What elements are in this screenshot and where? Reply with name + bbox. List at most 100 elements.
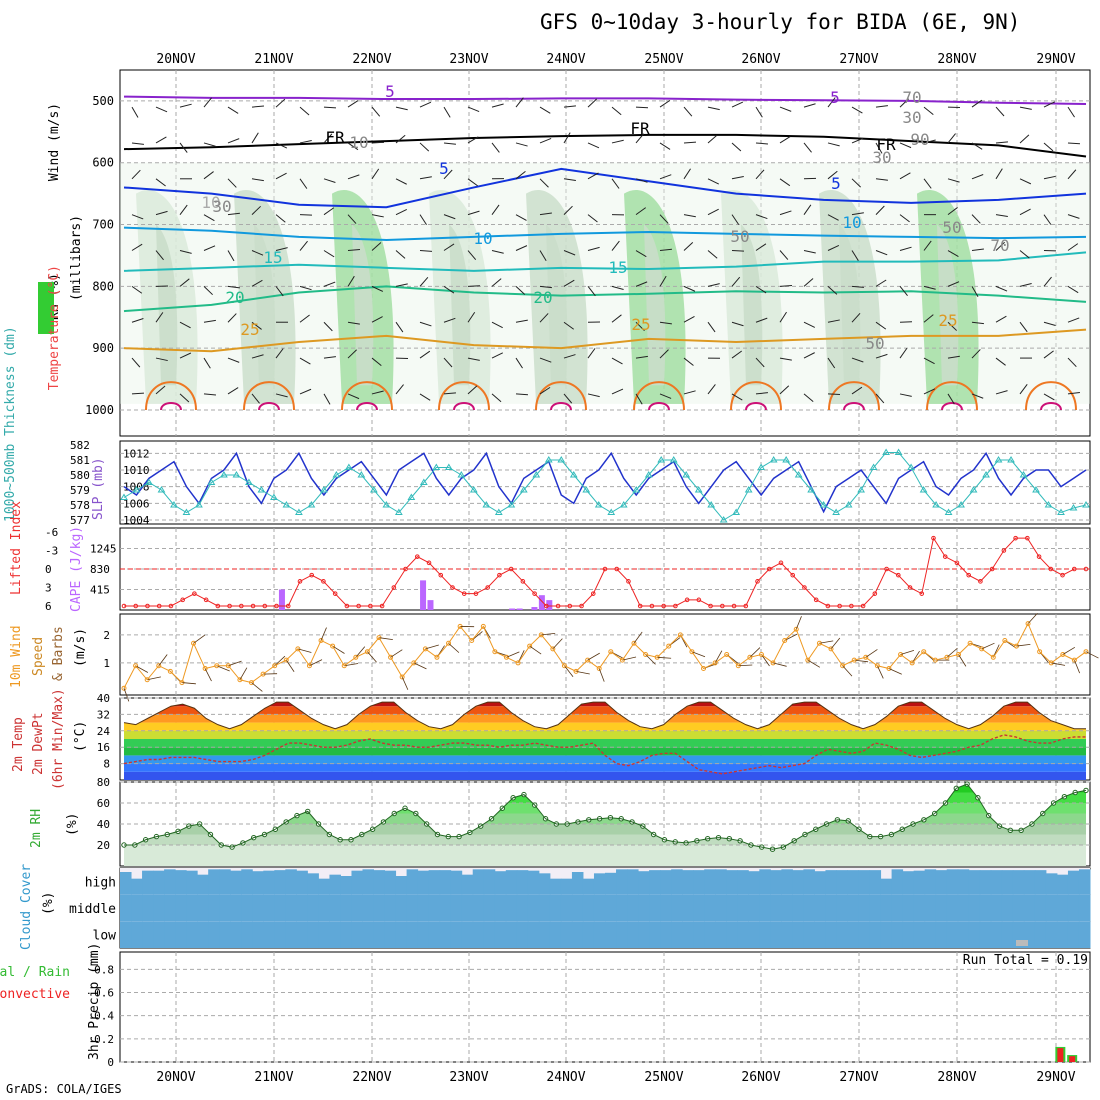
thickness-point [969, 486, 978, 493]
wind-barb [803, 204, 812, 215]
wind-barb [1019, 208, 1031, 216]
cloud-cell-middle [131, 894, 143, 922]
wind-barb [419, 176, 432, 180]
cloud-cell-high [153, 870, 165, 895]
cloud-cell-high [175, 870, 187, 895]
y-axis-label-slp: SLP (mb) [91, 457, 106, 520]
cloud-cell-middle [120, 894, 132, 922]
cloud-cell-middle [450, 894, 463, 922]
wind-speed-point [1002, 637, 1008, 643]
cloud-cell-middle [329, 894, 341, 922]
wind-barb [203, 245, 216, 251]
wind-barb [251, 354, 264, 359]
cloud-cell-middle [1023, 894, 1036, 922]
wind-barb [299, 314, 310, 323]
rh-band [124, 834, 1086, 845]
wind-barb [827, 244, 840, 251]
cloud-cell-middle [516, 894, 529, 922]
cloud-cell-middle [384, 894, 397, 922]
wind-barb [971, 99, 983, 108]
cloud-cell-high [483, 869, 496, 895]
temperature-band [124, 755, 1086, 764]
wind-barb [755, 169, 765, 180]
cloud-cell-high [560, 878, 573, 895]
contour-label: 70 [990, 236, 1009, 255]
lifted-index-point [497, 572, 502, 578]
y-axis-label-cloud: Cloud Cover [19, 864, 34, 950]
wind-barb [947, 321, 957, 331]
isotherm-loop [550, 402, 572, 411]
contour-label: 5 [385, 82, 395, 101]
thickness-point [507, 501, 516, 508]
contour-label: 90 [910, 130, 929, 149]
wind-barb [947, 133, 956, 144]
cloud-cell-middle [891, 894, 904, 922]
wind-barb [803, 352, 815, 359]
wind-barb [491, 142, 500, 153]
wind-barb [707, 283, 720, 287]
wind-speed-point [596, 666, 602, 672]
y-axis-label-cape: CAPE (J/kg) [69, 526, 84, 612]
wind-speed-point [295, 646, 301, 652]
wind-barb [1043, 142, 1054, 152]
wind-barb [251, 105, 264, 108]
wind-barb [378, 637, 393, 640]
y-axis-units: (%) [65, 813, 80, 836]
wind-barb [635, 393, 643, 405]
wind-barb [899, 347, 908, 359]
y-axis-units: (m/s) [73, 628, 88, 667]
cloud-cell-low [373, 921, 386, 948]
wind-barb [755, 317, 768, 323]
lifted-index-point [391, 585, 397, 590]
wind-speed-point [492, 649, 498, 655]
wind-barb [467, 178, 479, 187]
wind-barb [390, 649, 403, 658]
cloud-cell-middle [296, 894, 308, 922]
wind-barb [731, 350, 743, 359]
cloud-cell-middle [307, 894, 319, 922]
wind-barb [875, 250, 888, 256]
wind-speed-point [364, 649, 370, 655]
thickness-point [419, 478, 428, 485]
y-tick-label-li: -6 [45, 526, 58, 539]
wind-barb [659, 248, 672, 252]
wind-barb [323, 281, 336, 287]
wind-barb [779, 136, 791, 144]
thickness-point [532, 471, 541, 478]
wind-barb [467, 106, 480, 113]
cloud-cell-low [880, 921, 893, 948]
wind-barb [683, 357, 694, 366]
cloud-level-label: low [93, 929, 117, 944]
cloud-cell-low [274, 921, 286, 948]
wind-barb [875, 105, 888, 108]
wind-barb [541, 632, 556, 636]
wind-speed-point [724, 652, 730, 657]
cape-bar [531, 607, 538, 610]
thickness-point [919, 486, 928, 493]
wind-barb [731, 276, 741, 287]
wind-speed-point [619, 657, 625, 663]
lifted-index-point [1036, 554, 1042, 559]
wind-barb [227, 313, 237, 323]
wind-barb [611, 285, 624, 290]
cloud-cell-low [715, 921, 727, 948]
lifted-index-point [778, 560, 784, 566]
cloud-cell-low [560, 921, 573, 948]
precip-convective-bar [1057, 1048, 1064, 1062]
wind-barb [779, 385, 790, 395]
lifted-index-point [532, 591, 537, 596]
cloud-cell-high [704, 869, 716, 895]
cloud-cell-middle [241, 894, 253, 922]
cloud-cell-middle [726, 894, 738, 922]
y-tick-label: 500 [92, 94, 114, 108]
wind-barb [761, 654, 770, 667]
wind-barb [659, 142, 671, 150]
wind-barb [274, 655, 286, 667]
cloud-cell-high [946, 869, 959, 895]
cloud-cell-high [825, 870, 837, 895]
cloud-cell-middle [616, 894, 628, 922]
isotherm-line [123, 167, 1087, 209]
y-axis-label-minmax: (6hr Min/Max) [51, 688, 66, 790]
wind-barb [135, 665, 149, 673]
wind-speed-point [191, 640, 197, 646]
